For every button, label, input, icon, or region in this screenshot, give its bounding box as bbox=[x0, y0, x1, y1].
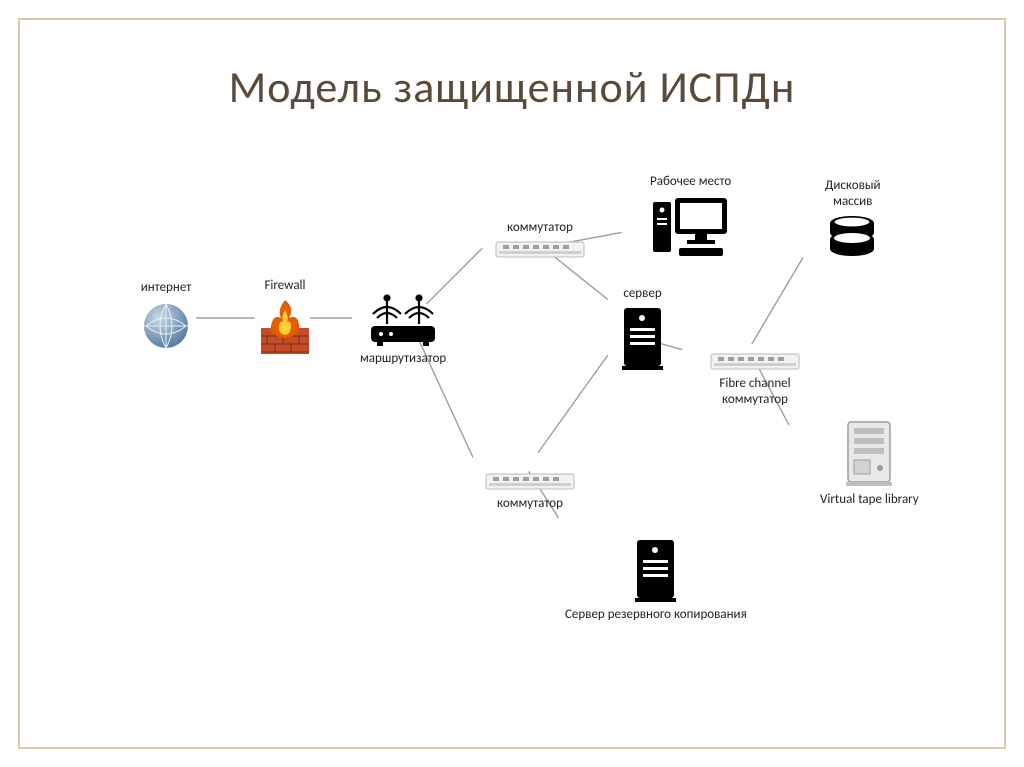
network-diagram: интернет bbox=[90, 160, 934, 687]
node-router: маршрутизатор bbox=[360, 292, 446, 367]
label-fcswitch: Fibre channel коммутатор bbox=[719, 376, 790, 407]
node-server: сервер bbox=[620, 286, 665, 371]
node-backup: Сервер резервного копирования bbox=[565, 538, 747, 623]
node-firewall: Firewall bbox=[255, 278, 315, 358]
vtl-icon bbox=[842, 418, 897, 488]
label-backup: Сервер резервного копирования bbox=[565, 607, 747, 623]
label-internet: интернет bbox=[141, 280, 192, 296]
label-disk: Дисковый массив bbox=[825, 178, 881, 209]
node-switch-bottom: коммутатор bbox=[485, 472, 575, 512]
edge-fcswitch-disk bbox=[752, 258, 803, 344]
label-vtl: Virtual tape library bbox=[820, 492, 919, 508]
disk-icon bbox=[825, 213, 880, 263]
workstation-icon bbox=[651, 194, 731, 259]
label-workstation: Рабочее место bbox=[650, 174, 731, 190]
label-router: маршрутизатор bbox=[360, 351, 446, 367]
label-switch-top: коммутатор bbox=[507, 220, 573, 236]
globe-icon bbox=[140, 300, 192, 352]
backup-server-icon bbox=[633, 538, 678, 603]
slide-frame: Модель защищенной ИСПДн интернет bbox=[18, 18, 1006, 749]
node-workstation: Рабочее место bbox=[650, 174, 731, 259]
node-fcswitch: Fibre channel коммутатор bbox=[710, 352, 800, 407]
node-switch-top: коммутатор bbox=[495, 220, 585, 260]
label-firewall: Firewall bbox=[264, 278, 305, 294]
label-server: сервер bbox=[623, 286, 661, 302]
label-switch-bottom: коммутатор bbox=[497, 496, 563, 512]
switch-icon bbox=[495, 240, 585, 260]
edge-switch2-server bbox=[538, 355, 608, 453]
node-internet: интернет bbox=[140, 280, 192, 352]
switch-icon-2 bbox=[485, 472, 575, 492]
server-icon bbox=[620, 306, 665, 371]
node-disk: Дисковый массив bbox=[825, 178, 881, 263]
node-vtl: Virtual tape library bbox=[820, 418, 919, 508]
firewall-icon bbox=[255, 298, 315, 358]
fcswitch-icon bbox=[710, 352, 800, 372]
slide-title: Модель защищенной ИСПДн bbox=[20, 60, 1004, 114]
router-icon bbox=[363, 292, 443, 347]
